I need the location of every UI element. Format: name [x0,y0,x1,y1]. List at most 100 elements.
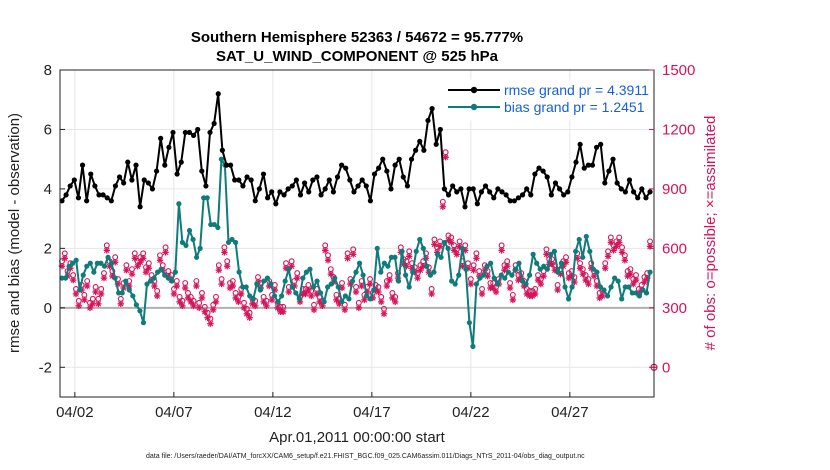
obs-assimilated-marker [431,241,438,248]
bias-series [59,156,653,350]
obs-assimilated-marker [142,268,150,276]
rmse-point [392,162,398,168]
bias-point [70,260,76,266]
obs-assimilated-marker [607,239,615,246]
bias-point [211,221,217,228]
rmse-point [482,183,489,189]
bias-point [434,251,441,257]
rmse-point [302,180,308,186]
rmse-point [310,177,316,183]
chart-title-line1: Southern Hemisphere 52363 / 54672 = 95.7… [191,29,523,46]
bias-point [590,266,596,272]
bias-point [562,284,568,290]
bias-point [303,269,310,275]
rmse-point [121,180,127,186]
obs-assimilated-marker [506,284,514,292]
rmse-point [417,138,423,144]
bias-point [441,239,448,246]
y-tick-label: -2 [39,359,52,376]
rmse-point [384,168,390,174]
bias-point [119,290,125,296]
bias-point [261,278,267,284]
rmse-point [116,174,123,180]
rmse-point [256,186,262,192]
bias-point [325,284,331,290]
obs-assimilated-marker [599,292,606,300]
bias-point [349,278,356,284]
bias-point [477,275,483,281]
obs-assimilated-marker [378,298,385,306]
rmse-point [199,168,205,174]
rmse-point [573,159,579,165]
bias-point [601,287,607,293]
obs-assimilated-marker [92,288,99,296]
bias-point [395,278,402,284]
bias-point [215,224,221,231]
rmse-point [240,183,246,189]
bias-point [155,269,161,275]
rmse-point [524,186,530,192]
bias-point [172,269,178,275]
rmse-point [211,120,217,127]
bias-point [371,287,377,293]
y-tick-label: 0 [44,300,52,317]
bias-point [271,293,278,299]
bias-point [392,254,398,260]
bias-point [381,260,387,266]
rmse-point [293,177,299,183]
rmse-point [166,144,172,150]
rmse-point [281,192,287,198]
bias-point [98,260,104,266]
bias-point [427,272,434,278]
x-tick-label: 04/12 [254,404,292,421]
bias-point [73,257,79,263]
obs-assimilated-marker [610,247,617,254]
bias-point [509,272,515,278]
bias-point [289,284,295,290]
rmse-point [112,183,119,189]
obs-assimilated-marker [406,253,413,260]
bias-point [321,299,327,305]
bias-point [604,293,611,299]
y2-tick-label: 0 [662,359,670,376]
rmse-point [273,201,279,207]
rmse-point [478,189,485,195]
obs-assimilated-marker [251,302,259,310]
obs-assimilated-marker [554,286,561,294]
obs-assimilated-marker [145,265,152,272]
obs-assimilated-marker [139,255,147,262]
rmse-point [269,189,275,195]
bias-point [165,275,171,281]
bias-point [300,275,306,281]
y-tick-label: 8 [44,62,52,79]
bias-point [282,278,288,284]
rmse-point [162,162,168,168]
rmse-point [125,159,131,165]
rmse-point [306,189,312,195]
obs-assimilated-marker [61,255,68,262]
rmse-point [330,189,336,195]
bias-point [643,290,650,296]
obs-assimilated-marker [436,243,444,250]
rmse-point [466,186,472,192]
rmse-point [133,162,139,168]
bias-point [505,269,511,275]
rmse-point [334,174,341,180]
rmse-point [499,189,505,195]
obs-assimilated-marker [201,308,208,315]
bias-point [459,245,465,251]
rmse-point [429,106,435,112]
bias-point [243,284,249,290]
bias-point [615,278,621,284]
obs-assimilated-marker [156,257,164,264]
y-axis-ticks: -2 0 2 4 6 8 [39,62,65,376]
obs-assimilated-marker [97,290,105,298]
rmse-point [339,162,345,168]
obs-assimilated-marker [478,290,486,298]
rmse-point [474,201,480,207]
obs-assimilated-marker [540,272,547,280]
rmse-point [462,204,468,210]
obs-assimilated-marker [221,249,228,256]
obs-assimilated-marker [582,276,589,284]
rmse-point [445,192,452,198]
